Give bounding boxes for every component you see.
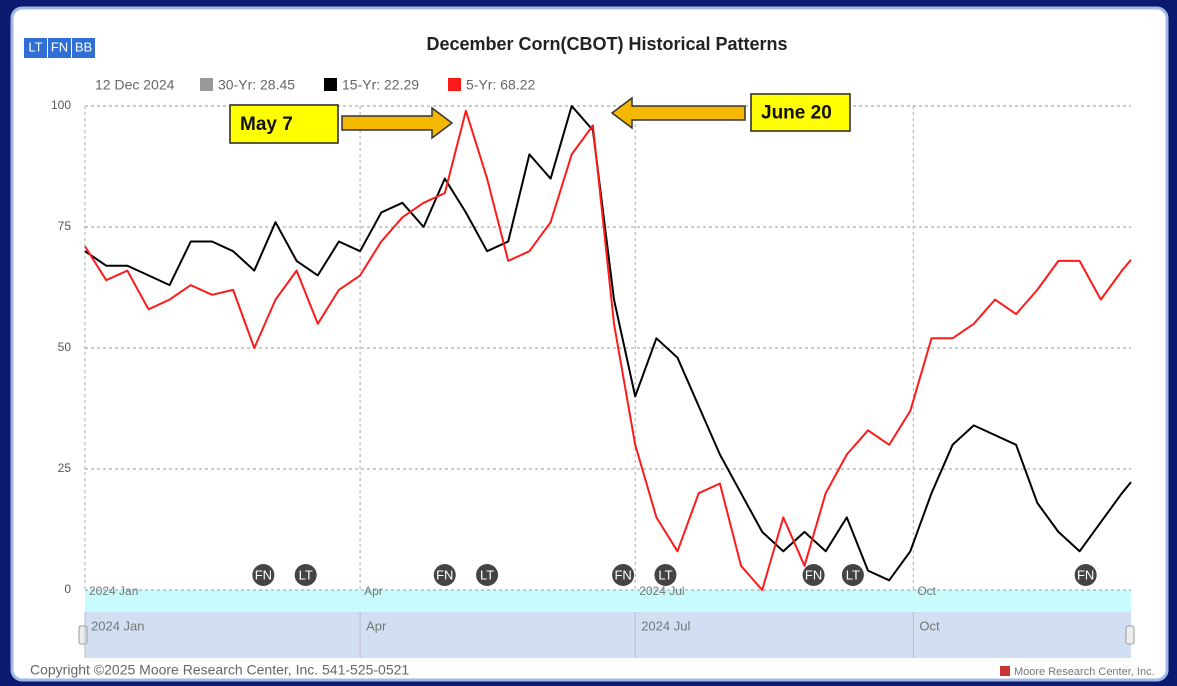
annotation-text: May 7 xyxy=(240,114,293,135)
navigator-label: 2024 Jul xyxy=(641,618,690,633)
event-marker xyxy=(841,564,864,586)
event-label: FN xyxy=(436,567,453,582)
legend-swatch xyxy=(324,78,337,91)
event-label: LT xyxy=(846,567,860,582)
y-tick-label: 100 xyxy=(51,98,71,112)
annotation-box xyxy=(750,93,851,132)
legend-label: 5-Yr: 68.22 xyxy=(466,77,535,93)
event-marker xyxy=(476,564,499,586)
y-tick-label: 50 xyxy=(58,340,72,354)
toolbar-button[interactable] xyxy=(48,38,71,58)
y-tick-label: 0 xyxy=(64,582,71,596)
date-band xyxy=(85,590,1131,612)
toolbar-button[interactable] xyxy=(24,38,47,58)
copyright: Copyright ©2025 Moore Research Center, I… xyxy=(30,662,409,678)
event-marker xyxy=(252,564,275,586)
y-tick-label: 75 xyxy=(58,219,72,233)
annotation-box xyxy=(229,104,339,144)
event-label: LT xyxy=(299,567,313,582)
event-label: LT xyxy=(480,567,494,582)
y-tick-label: 25 xyxy=(58,461,72,475)
event-label: FN xyxy=(255,567,272,582)
toolbar-button-label: LT xyxy=(28,39,42,54)
x-tick-label: 2024 Jan xyxy=(89,584,138,598)
date-label: 12 Dec 2024 xyxy=(95,77,175,93)
toolbar-button-label: BB xyxy=(75,39,92,54)
series-line xyxy=(84,109,1132,591)
event-marker xyxy=(1074,564,1097,586)
x-tick-label: 2024 Jul xyxy=(639,584,684,598)
x-tick-label: Apr xyxy=(364,584,383,598)
legend-label: 15-Yr: 22.29 xyxy=(342,77,419,93)
legend-label: 30-Yr: 28.45 xyxy=(218,77,295,93)
annotation-arrow xyxy=(341,106,454,140)
legend-swatch xyxy=(200,78,213,91)
navigator-handle[interactable] xyxy=(1125,625,1135,645)
credit-icon xyxy=(1000,666,1010,676)
navigator-label: Apr xyxy=(366,618,387,633)
navigator xyxy=(85,612,1131,658)
series-line xyxy=(84,105,1132,582)
navigator-label: 2024 Jan xyxy=(91,618,145,633)
event-marker xyxy=(294,564,317,586)
annotation-text: June 20 xyxy=(761,103,832,124)
x-tick-label: Oct xyxy=(917,584,936,598)
event-marker xyxy=(433,564,456,586)
navigator-label: Oct xyxy=(919,618,940,633)
toolbar-button-label: FN xyxy=(51,39,68,54)
event-label: FN xyxy=(614,567,631,582)
toolbar-button[interactable] xyxy=(72,38,95,58)
event-label: FN xyxy=(1077,567,1094,582)
event-label: LT xyxy=(658,567,672,582)
event-marker xyxy=(612,564,635,586)
navigator-handle[interactable] xyxy=(78,625,88,645)
annotation-arrow xyxy=(610,96,746,130)
event-marker xyxy=(802,564,825,586)
chart-title: December Corn(CBOT) Historical Patterns xyxy=(426,34,787,54)
event-marker xyxy=(654,564,677,586)
credit: Moore Research Center, Inc. xyxy=(1014,666,1155,678)
panel xyxy=(10,6,1169,682)
legend-swatch xyxy=(448,78,461,91)
event-label: FN xyxy=(805,567,822,582)
